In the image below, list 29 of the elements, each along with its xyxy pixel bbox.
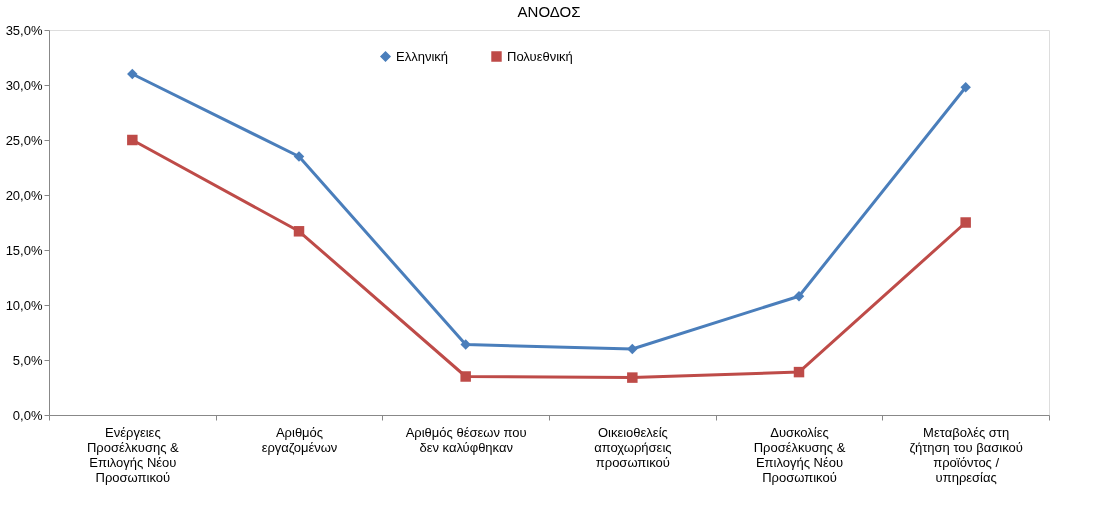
point [293,151,305,162]
y-tick-label: 20,0% [5,187,43,203]
point [127,68,138,80]
chart-title: ΑΝΟΔΟΣ [517,3,581,20]
y-tick-label: 0,0% [12,407,43,423]
point [460,339,471,350]
legend-label: Ελληνική [396,48,449,64]
point [293,226,305,237]
x-tick-label: Αριθμός εργαζομένων [261,424,338,455]
x-tick-label: Δυσκολίες Προσέλκυσης & Επιλογής Νέου Προσωπικού [753,424,846,485]
legend-label: Πολυεθνική [507,48,573,64]
y-tick-label: 25,0% [5,132,43,148]
x-tick-label: Οικειοθελείς αποχωρήσεις προσωπικού [594,424,672,470]
point [960,217,971,228]
x-tick-label: Αριθμός θέσεων που δεν καλύφθηκαν [405,424,527,455]
y-tick-label: 15,0% [5,242,43,258]
point [627,343,638,355]
y-tick-label: 10,0% [5,297,43,313]
point [127,134,138,146]
x-tick-label: Μεταβολές στη ζήτηση του βασικού προϊόντος / υπηρεσίας [909,424,1023,485]
x-tick-label: Ενέργειες Προσέλκυσης & Επιλογής Νέου Προσωπικού [86,424,180,485]
point [793,366,805,378]
y-tick-label: 30,0% [5,77,43,93]
point [627,372,638,383]
point [793,290,805,302]
point [460,371,471,382]
point [960,81,971,93]
y-tick-label: 5,0% [12,352,43,368]
y-tick-label: 35,0% [5,22,43,38]
